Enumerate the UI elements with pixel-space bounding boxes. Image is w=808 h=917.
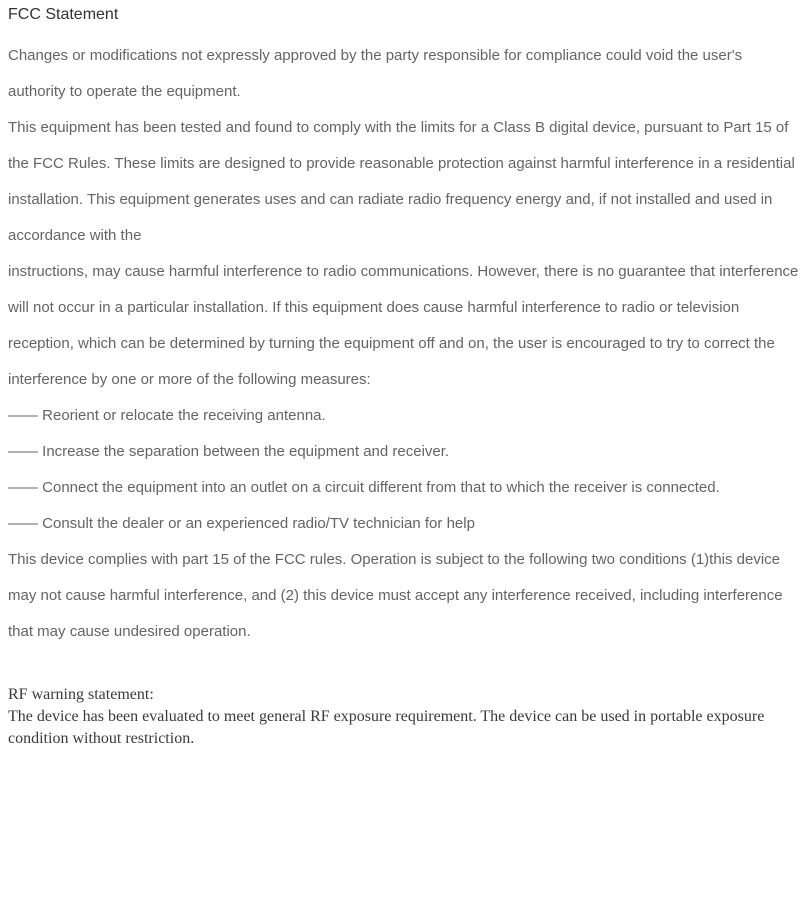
para-changes: Changes or modifications not expressly a… [8, 38, 800, 110]
measure-reorient: —— Reorient or relocate the receiving an… [8, 398, 800, 434]
rf-warning-body: The device has been evaluated to meet ge… [8, 706, 800, 751]
para-tested: This equipment has been tested and found… [8, 110, 800, 254]
rf-warning-title: RF warning statement: [8, 686, 800, 704]
para-instructions: instructions, may cause harmful interfer… [8, 254, 800, 398]
measure-separation: —— Increase the separation between the e… [8, 434, 800, 470]
measure-consult: —— Consult the dealer or an experienced … [8, 506, 800, 542]
measure-outlet: —— Connect the equipment into an outlet … [8, 470, 800, 506]
para-part15: This device complies with part 15 of the… [8, 542, 800, 650]
fcc-statement-title: FCC Statement [8, 6, 800, 24]
